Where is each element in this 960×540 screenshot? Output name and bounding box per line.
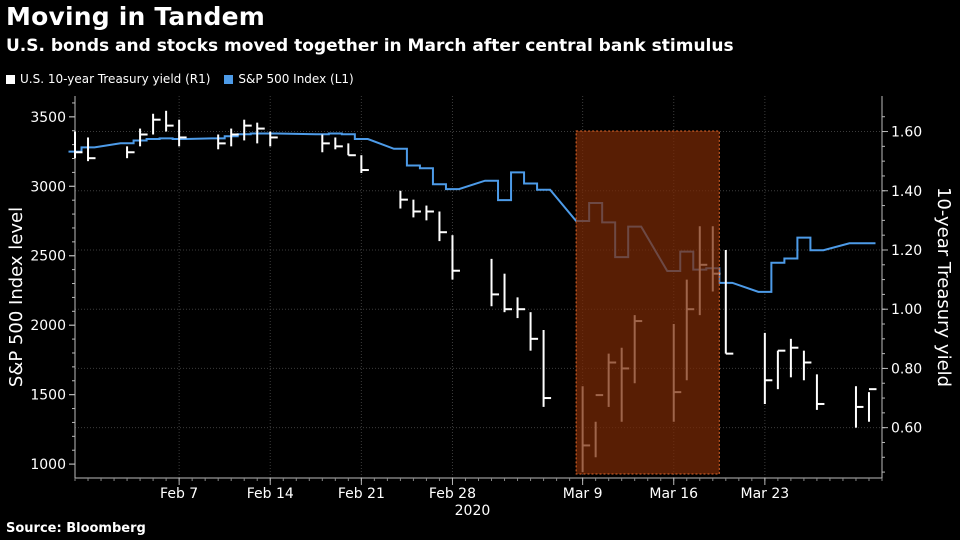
right-tick-label: 0.80	[891, 361, 922, 377]
left-tick-label: 2000	[30, 318, 66, 334]
x-tick-label: Feb 14	[247, 486, 294, 502]
legend: U.S. 10-year Treasury yield (R1) S&P 500…	[6, 72, 354, 86]
treasury-bar	[74, 131, 83, 159]
treasury-bar	[503, 273, 513, 313]
treasury-bar	[789, 338, 799, 378]
treasury-bar	[776, 349, 786, 390]
treasury-bar	[165, 110, 174, 132]
left-tick-label: 1500	[30, 388, 66, 404]
source-note: Source: Bloomberg	[6, 521, 146, 536]
treasury-bar	[490, 258, 500, 307]
treasury-bar	[126, 146, 135, 159]
x-tick-label: Mar 9	[563, 486, 603, 502]
x-tick-label: Mar 16	[649, 486, 698, 502]
treasury-bar	[438, 211, 447, 242]
legend-item-spx: S&P 500 Index (L1)	[224, 72, 354, 86]
legend-label-spx: S&P 500 Index (L1)	[238, 72, 354, 86]
right-axis-title: 10-year Treasury yield	[933, 187, 954, 387]
treasury-bar	[412, 199, 421, 218]
right-tick-label: 1.40	[891, 184, 922, 200]
chart-title: Moving in Tandem	[6, 2, 265, 31]
left-tick-label: 3500	[30, 110, 66, 126]
treasury-bar	[802, 350, 812, 381]
treasury-bar	[542, 329, 552, 407]
treasury-bar	[399, 190, 408, 209]
highlight-region	[575, 130, 720, 475]
treasury-bar	[867, 388, 877, 422]
treasury-bar	[451, 235, 460, 280]
left-axis-title: S&P 500 Index level	[6, 207, 27, 387]
right-tick-label: 1.20	[891, 243, 922, 259]
left-tick-label: 2500	[30, 249, 66, 265]
treasury-bar	[256, 122, 265, 144]
left-tick-label: 1000	[30, 457, 66, 473]
treasury-bar	[854, 386, 864, 428]
treasury-bar	[425, 205, 434, 221]
spx-line	[68, 132, 876, 293]
x-tick-label: Feb 7	[160, 486, 198, 502]
right-tick-label: 1.00	[891, 302, 922, 318]
legend-item-treasury: U.S. 10-year Treasury yield (R1)	[6, 72, 210, 86]
x-tick-label: Feb 21	[338, 486, 385, 502]
treasury-bar	[139, 128, 148, 147]
treasury-bar	[269, 131, 278, 147]
treasury-bar	[347, 143, 356, 157]
treasury-bar	[815, 374, 825, 410]
legend-label-treasury: U.S. 10-year Treasury yield (R1)	[20, 72, 211, 86]
treasury-bar	[763, 332, 773, 404]
x-year-label: 2020	[455, 503, 491, 519]
treasury-bar	[360, 155, 369, 173]
legend-swatch-treasury	[6, 74, 15, 84]
treasury-bar	[217, 134, 226, 150]
left-tick-label: 3000	[30, 179, 66, 195]
treasury-bar	[243, 119, 252, 141]
right-tick-label: 0.60	[891, 421, 922, 437]
x-tick-label: Feb 28	[429, 486, 476, 502]
treasury-bar	[529, 312, 539, 351]
treasury-bar	[230, 128, 239, 147]
right-tick-label: 1.60	[891, 125, 922, 141]
x-tick-label: Mar 23	[741, 486, 790, 502]
treasury-bar	[724, 249, 734, 355]
treasury-bar	[334, 137, 343, 150]
treasury-bar	[516, 297, 526, 319]
treasury-bar	[152, 113, 161, 135]
treasury-bar	[87, 137, 96, 162]
legend-swatch-spx	[224, 74, 234, 84]
treasury-bar	[178, 119, 187, 147]
treasury-bar	[321, 134, 330, 153]
chart-subtitle: U.S. bonds and stocks moved together in …	[6, 36, 734, 56]
